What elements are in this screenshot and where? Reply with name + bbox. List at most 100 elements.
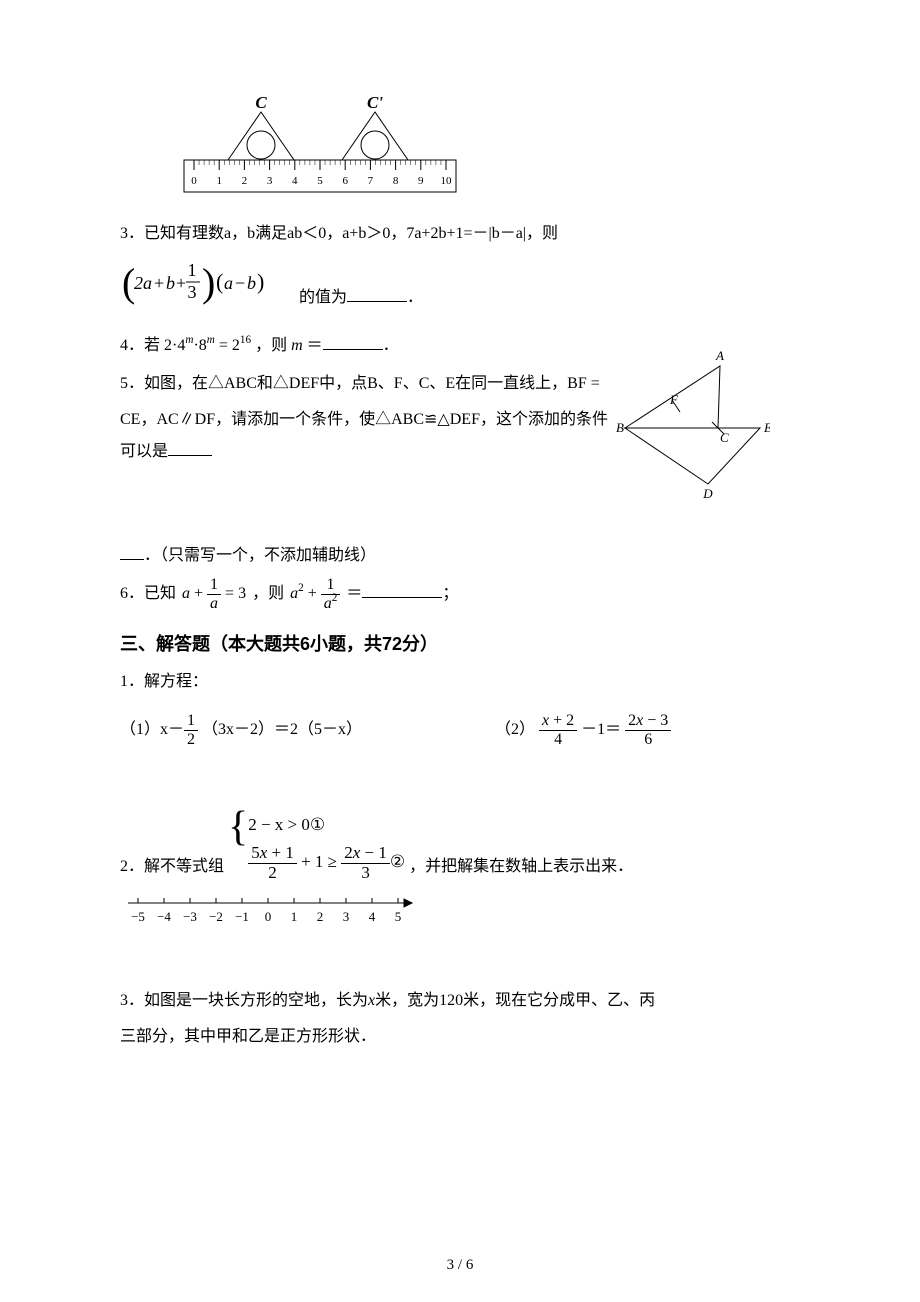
p2-r2l-den: 2 [248, 864, 297, 883]
fill-q3-line1: 3．已知有理数a，b满足ab＜0，a+b＞0，7a+2b+1=－|b－a|，则 [120, 218, 800, 250]
p1-s2-r-num: 2x − 3 [625, 712, 671, 731]
q6-r-num: 1 [321, 576, 341, 595]
q4-m: m [291, 337, 303, 354]
fill-q4-b: ，则 [255, 337, 287, 354]
svg-text:−4: −4 [157, 909, 171, 924]
fill-q5-blank2 [120, 543, 144, 560]
fill-q6: 6．已知 a + 1a = 3 ，则 a2 + 1a2 ＝ ； [120, 576, 800, 612]
page-number: 3 / 6 [0, 1257, 920, 1274]
lbl-F: F [669, 392, 679, 407]
p1-s2-l-den: 4 [539, 731, 577, 749]
p3-line1: 3．如图是一块长方形的空地，长为x米，宽为120米，现在它分成甲、乙、丙 [120, 985, 800, 1017]
ruler-svg: C C' 012345678910 [184, 93, 456, 192]
fill-q3-expr: ( 2a + b + 1 3 ) ( a − b ) [120, 256, 295, 308]
fill-q6-b: ，则 [252, 585, 284, 602]
fill-q3-suffix: 的值为 [299, 289, 347, 306]
page: C C' 012345678910 3．已知有理数a，b满足ab＜0，a+b＞0… [0, 0, 920, 1302]
triangle-2-label: C' [367, 93, 383, 112]
fill-q5-line3-text: ．（只需写一个，不添加辅助线） [144, 547, 376, 564]
svg-text:3: 3 [343, 909, 350, 924]
svg-text:+: + [176, 273, 186, 293]
q4-sup-m2: m [207, 334, 215, 346]
p1-s2-r-den: 6 [625, 731, 671, 749]
p2-r2l-num: 5x + 1 [248, 844, 297, 864]
p2-r2r-num: 2x − 1 [341, 844, 390, 864]
fill-q4-expr: 2·4m·8m = 216 [164, 337, 255, 354]
p1-sub2-label: （2） [495, 721, 535, 738]
p2-b: ，并把解集在数轴上表示出来． [409, 851, 633, 883]
q6-lhs-eq: = 3 [225, 585, 246, 602]
svg-text:4: 4 [369, 909, 376, 924]
p2-circ1: ① [310, 815, 325, 834]
p2-a: 2．解不等式组 [120, 851, 224, 883]
number-line: −5−4−3−2−1012345 [120, 889, 430, 929]
fill-q6-blank [362, 581, 442, 598]
p1-half-den: 2 [184, 731, 198, 749]
svg-text:3: 3 [188, 282, 197, 302]
lbl-C: C [720, 430, 729, 445]
section-3-title: 三、解答题（本大题共6小题，共72分） [120, 630, 800, 656]
fill-q4-blank [323, 333, 383, 350]
svg-text:): ) [257, 269, 264, 294]
svg-text:−3: −3 [183, 909, 197, 924]
fill-q3-period: ． [407, 289, 423, 306]
fill-q5-blank1 [168, 439, 212, 456]
svg-text:2: 2 [317, 909, 324, 924]
fill-q6-a: 6．已知 [120, 585, 176, 602]
svg-text:3: 3 [267, 175, 273, 187]
p1-sub2: （2） x + 24 －1＝ 2x − 36 [495, 712, 800, 748]
fill-q3-line2: ( 2a + b + 1 3 ) ( a − b ) 的值为 ． [120, 256, 800, 320]
svg-text:7: 7 [368, 175, 374, 187]
p2-system: { 2 − x > 0① 5x + 12 + 1 ≥ 2x − 13② [228, 808, 405, 882]
svg-text:−1: −1 [235, 909, 249, 924]
svg-text:6: 6 [342, 175, 348, 187]
svg-text:0: 0 [265, 909, 272, 924]
fill-q5: 5．如图，在△ABC和△DEF中，点B、F、C、E在同一直线上，BF = CE，… [120, 368, 800, 572]
p3-line2: 三部分，其中甲和乙是正方形形状． [120, 1021, 800, 1053]
q4-sup16: 16 [240, 334, 251, 346]
fill-q6-eq: ＝ [346, 585, 362, 602]
p2-row1: 2 − x > 0 [248, 815, 310, 834]
svg-text:4: 4 [292, 175, 298, 187]
svg-text:5: 5 [317, 175, 323, 187]
fill-q3-blank [347, 285, 407, 302]
lbl-B: B [616, 420, 624, 435]
svg-text:2a: 2a [134, 273, 152, 293]
triangle-abc-def: A B C E F D [600, 348, 770, 498]
svg-text:2: 2 [242, 175, 248, 187]
svg-text:b: b [166, 273, 175, 293]
fill-q4-eq: ＝ [307, 337, 323, 354]
svg-text:1: 1 [188, 260, 197, 280]
svg-text:(: ( [216, 269, 223, 294]
q6-lhs-num: 1 [207, 576, 221, 595]
p3-1a: 3．如图是一块长方形的空地，长为 [120, 992, 368, 1009]
p2-r2-m: + 1 ≥ [301, 852, 337, 871]
ruler-figure: C C' 012345678910 [180, 90, 460, 200]
svg-text:8: 8 [393, 175, 399, 187]
numline-g [128, 899, 412, 907]
p2: 2．解不等式组 { 2 − x > 0① 5x + 12 + 1 ≥ 2x − … [120, 808, 800, 882]
fill-q6-semi: ； [442, 585, 458, 602]
fill-q4-a: 4．若 [120, 337, 160, 354]
p3-1b: 米，宽为120米，现在它分成甲、乙、丙 [375, 992, 655, 1009]
triangle-1-label: C [255, 93, 267, 112]
svg-text:−2: −2 [209, 909, 223, 924]
fill-q5-line3: ．（只需写一个，不添加辅助线） [120, 540, 800, 572]
triangle-2: C' [342, 93, 408, 160]
fill-q6-rhs: a2 + 1a2 [290, 585, 344, 602]
q4-sup-m1: m [185, 334, 193, 346]
svg-text:1: 1 [291, 909, 298, 924]
p1-sub1-label: （1）x－ [120, 721, 184, 738]
fill-q4-period: ． [383, 337, 399, 354]
p2-circ2: ② [390, 852, 405, 871]
svg-text:): ) [202, 260, 215, 305]
numline-ticks: −5−4−3−2−1012345 [131, 898, 401, 924]
svg-text:5: 5 [395, 909, 402, 924]
svg-text:10: 10 [441, 175, 453, 187]
p1-sub1-rhs: （3x－2）＝2（5－x） [202, 721, 362, 738]
lbl-E: E [763, 420, 770, 435]
fill-q6-lhs: a + 1a = 3 [182, 585, 250, 602]
svg-text:b: b [247, 273, 256, 293]
p1-subs: （1）x－12 （3x－2）＝2（5－x） （2） x + 24 －1＝ 2x … [120, 712, 800, 748]
svg-text:0: 0 [191, 175, 197, 187]
